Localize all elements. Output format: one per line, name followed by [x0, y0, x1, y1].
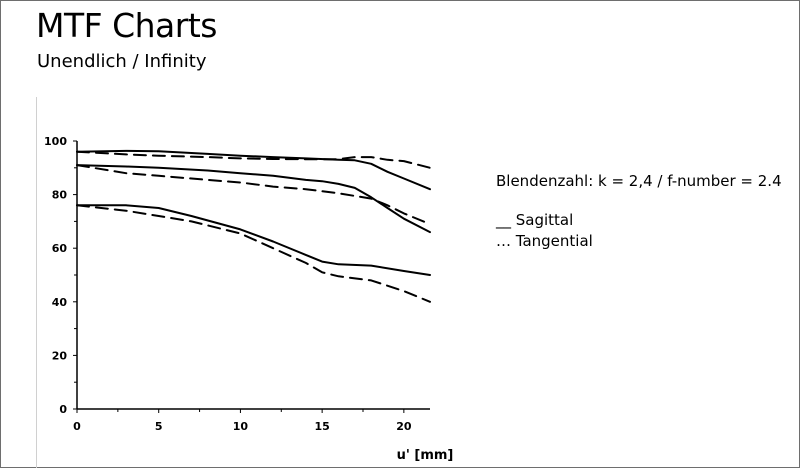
x-tick-label: 5 — [155, 420, 163, 433]
chart-ticks: 0 20 40 60 80 100 0 5 10 15 20 — [44, 135, 412, 433]
y-tick-label: 0 — [59, 403, 67, 416]
page-subtitle: Unendlich / Infinity — [37, 51, 207, 72]
tangential-series-line-1 — [76, 150, 431, 169]
y-tick-label: 40 — [52, 296, 68, 309]
x-tick-label: 0 — [73, 420, 81, 433]
aperture-info: Blendenzahl: k = 2,4 / f-number = 2.4 — [496, 172, 782, 190]
page-title: MTF Charts — [36, 6, 217, 45]
chart-lines — [76, 149, 431, 303]
x-axis-label: u' [mm] — [397, 448, 454, 463]
y-tick-label: 100 — [44, 135, 67, 148]
x-tick-label: 10 — [233, 420, 249, 433]
sagittal-series-line-2 — [76, 164, 431, 234]
x-tick-label: 15 — [314, 420, 329, 433]
section-divider — [36, 97, 37, 468]
legend-tangential: … Tangential — [496, 232, 593, 250]
tangential-series-line-5 — [76, 204, 431, 303]
tangential-series-line-3 — [76, 164, 431, 226]
y-tick-label: 60 — [52, 242, 68, 255]
legend-sagittal: __ Sagittal — [496, 211, 574, 229]
chart-axes — [76, 141, 430, 410]
y-tick-label: 20 — [52, 349, 68, 362]
y-tick-label: 80 — [52, 189, 68, 202]
x-tick-label: 20 — [396, 420, 412, 433]
sagittal-series-line-4 — [76, 204, 431, 276]
